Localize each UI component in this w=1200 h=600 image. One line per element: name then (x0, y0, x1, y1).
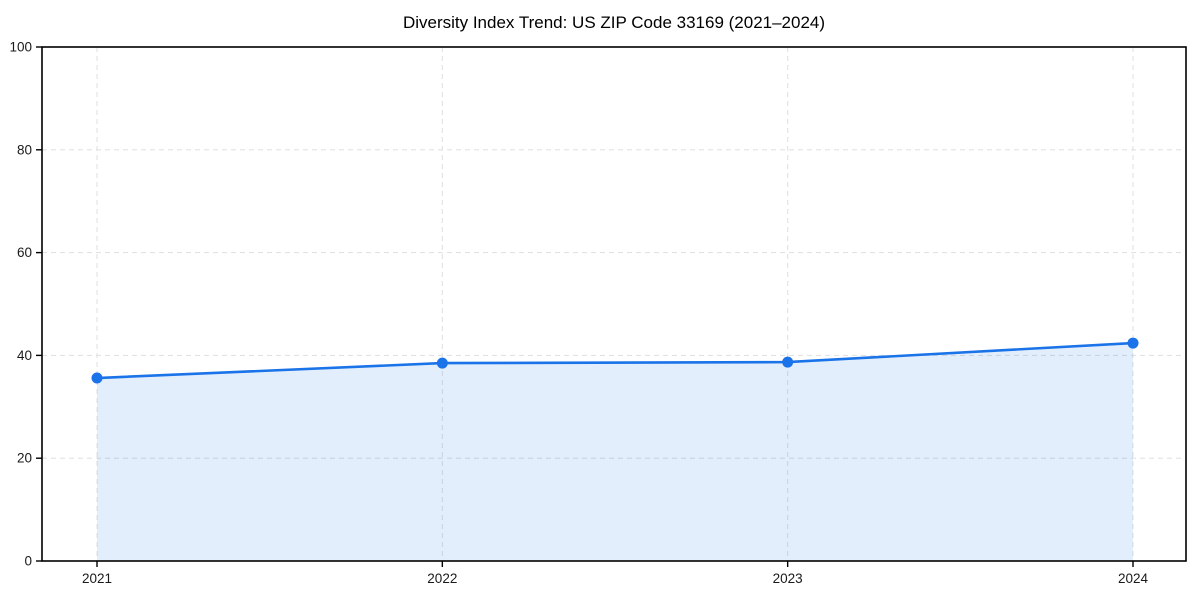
y-tick-label: 80 (17, 142, 32, 157)
data-point-markers (91, 337, 1139, 384)
y-tick-label: 0 (24, 554, 32, 569)
plot-border (41, 46, 1187, 562)
data-point (782, 356, 794, 368)
trend-line (95, 341, 1135, 380)
data-point (1127, 337, 1139, 349)
chart-title: Diversity Index Trend: US ZIP Code 33169… (403, 13, 825, 32)
axis-ticks (36, 46, 1134, 567)
x-axis-labels: 2021 2022 2023 2024 (82, 571, 1149, 586)
x-tick-label: 2021 (82, 571, 112, 586)
y-tick-label: 40 (17, 348, 32, 363)
x-tick-label: 2023 (773, 571, 803, 586)
y-tick-label: 60 (17, 245, 32, 260)
data-point (91, 372, 103, 384)
x-tick-label: 2024 (1118, 571, 1149, 586)
gridlines (42, 47, 1186, 561)
y-tick-label: 100 (9, 40, 32, 55)
data-point (436, 357, 448, 369)
area-fill (97, 343, 1133, 561)
x-tick-label: 2022 (427, 571, 457, 586)
y-axis-labels: 0 20 40 60 80 100 (9, 40, 32, 569)
y-tick-label: 20 (17, 451, 32, 466)
